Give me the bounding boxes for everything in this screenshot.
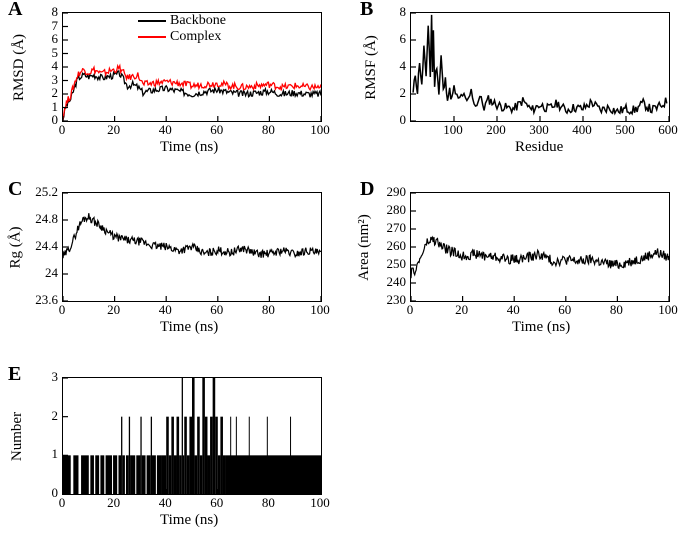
panel-b-svg <box>411 13 669 121</box>
panel-e-svg <box>63 378 321 494</box>
panel-b-plot <box>410 12 670 122</box>
panel-e-plot <box>62 377 322 495</box>
panel-a-xlabel: Time (ns) <box>160 139 218 156</box>
legend-backbone: Backbone <box>138 13 226 29</box>
legend-complex: Complex <box>138 29 226 45</box>
panel-b-xlabel: Residue <box>515 139 563 156</box>
panel-b: B RMSF (Å) Residue 024681002003004005006… <box>350 0 690 165</box>
panel-d-plot <box>410 192 670 302</box>
panel-d-xlabel: Time (ns) <box>512 319 570 336</box>
panel-a-legend: Backbone Complex <box>138 13 226 45</box>
panel-a-plot: Backbone Complex <box>62 12 322 122</box>
panel-c-svg <box>63 193 321 301</box>
panel-c: C Rg (Å) Time (ns) 23.62424.424.825.2020… <box>0 180 340 345</box>
panel-c-xlabel: Time (ns) <box>160 319 218 336</box>
panel-c-plot <box>62 192 322 302</box>
panel-e: E Number Time (ns) 0123020406080100 <box>0 365 340 535</box>
panel-d-svg <box>411 193 669 301</box>
panel-d: D Area (nm²) Time (ns) 23024025026027028… <box>350 180 690 345</box>
panel-e-xlabel: Time (ns) <box>160 512 218 529</box>
panel-a: A Backbone Complex RMSD (Å) Time (ns) 01… <box>0 0 340 165</box>
